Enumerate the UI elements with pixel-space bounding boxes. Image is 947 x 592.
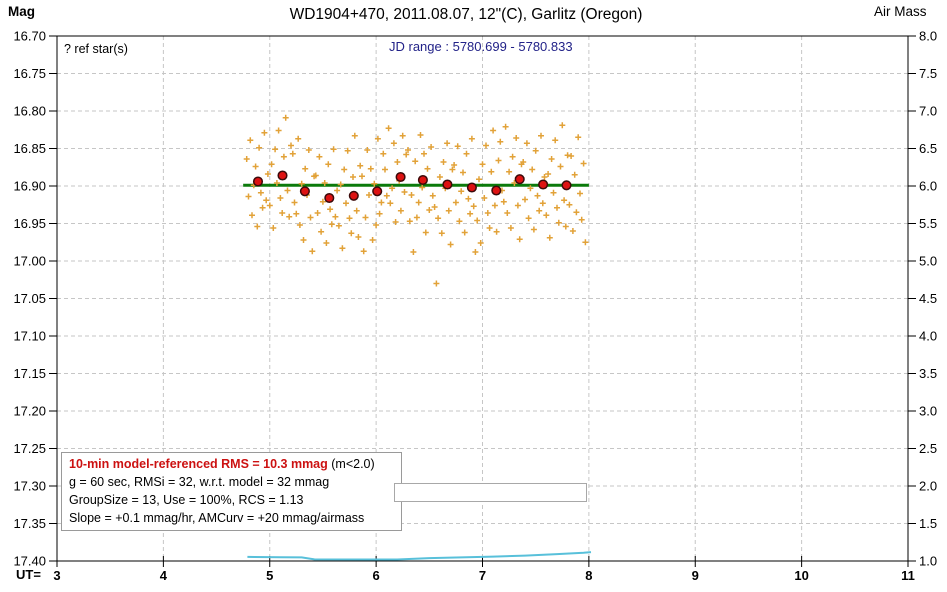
binned-point xyxy=(372,186,383,197)
airmass-tick-label: 8.0 xyxy=(919,29,937,44)
binned-point xyxy=(538,179,549,190)
airmass-tick-label: 1.0 xyxy=(919,554,937,569)
mag-tick-label: 16.80 xyxy=(13,104,46,119)
ut-tick-label: 4 xyxy=(160,568,168,583)
airmass-tick-label: 2.5 xyxy=(919,441,937,456)
stats-line-groupsize: GroupSize = 13, Use = 100%, RCS = 1.13 xyxy=(69,493,304,507)
mag-tick-label: 16.90 xyxy=(13,179,46,194)
airmass-tick-label: 7.0 xyxy=(919,104,937,119)
binned-point xyxy=(417,174,428,186)
airmass-tick-label: 5.5 xyxy=(919,216,937,231)
ut-tick-label: 11 xyxy=(901,568,915,583)
statistics-box: 10-min model-referenced RMS = 10.3 mmag … xyxy=(61,452,402,531)
stats-line-slope: Slope = +0.1 mmag/hr, AMCurv = +20 mmag/… xyxy=(69,511,365,525)
binned-point xyxy=(348,190,359,201)
mag-tick-label: 17.05 xyxy=(13,291,46,306)
stats-line-exposure: g = 60 sec, RMSi = 32, w.r.t. model = 32… xyxy=(69,475,330,489)
mag-tick-label: 16.75 xyxy=(13,66,46,81)
airmass-tick-label: 3.5 xyxy=(919,366,937,381)
ut-axis-prefix: UT= xyxy=(16,567,41,582)
airmass-axis-title: Air Mass xyxy=(874,4,927,19)
binned-point xyxy=(324,192,335,204)
plot-border xyxy=(56,35,909,562)
mag-tick-label: 17.00 xyxy=(13,254,46,269)
stats-line-rms: 10-min model-referenced RMS = 10.3 mmag … xyxy=(69,455,401,473)
mag-tick-label: 17.10 xyxy=(13,329,46,344)
airmass-tick-label: 4.5 xyxy=(919,291,937,306)
ut-tick-label: 8 xyxy=(585,568,592,583)
airmass-tick-label: 5.0 xyxy=(919,254,937,269)
binned-point xyxy=(466,182,477,193)
airmass-tick-label: 6.0 xyxy=(919,179,937,194)
binned-point xyxy=(252,176,264,187)
airmass-tick-label: 6.5 xyxy=(919,141,937,156)
binned-point xyxy=(299,186,310,197)
binned-point xyxy=(514,174,525,185)
ref-star-text: ? ref star(s) xyxy=(64,42,128,56)
binned-point xyxy=(491,185,502,196)
airmass-tick-label: 1.5 xyxy=(919,516,937,531)
scatter-points xyxy=(243,114,589,287)
airmass-curve xyxy=(247,551,592,561)
mag-tick-label: 17.25 xyxy=(13,441,46,456)
airmass-tick-label: 4.0 xyxy=(919,329,937,344)
ut-tick-label: 5 xyxy=(266,568,273,583)
mag-tick-label: 17.40 xyxy=(13,554,46,569)
binned-point xyxy=(561,180,572,191)
ut-tick-label: 10 xyxy=(794,568,808,583)
mag-axis-title: Mag xyxy=(8,4,35,19)
ut-tick-label: 9 xyxy=(692,568,699,583)
ut-tick-label: 7 xyxy=(479,568,486,583)
mag-tick-label: 17.30 xyxy=(13,479,46,494)
binned-point xyxy=(442,179,453,190)
airmass-tick-label: 3.0 xyxy=(919,404,937,419)
empty-legend-box xyxy=(394,483,587,502)
mag-tick-label: 17.35 xyxy=(13,516,46,531)
stats-rms-value: 10-min model-referenced RMS = 10.3 mmag xyxy=(69,457,328,471)
binned-point xyxy=(277,170,288,181)
jd-range-text: JD range : 5780.699 - 5780.833 xyxy=(389,39,573,54)
mag-tick-label: 17.15 xyxy=(13,366,46,381)
stats-rms-condition: (m<2.0) xyxy=(327,457,375,471)
mag-tick-label: 16.95 xyxy=(13,216,46,231)
ut-tick-label: 6 xyxy=(373,568,380,583)
ut-tick-label: 3 xyxy=(53,568,60,583)
mag-tick-label: 16.70 xyxy=(13,29,46,44)
mag-tick-label: 17.20 xyxy=(13,404,46,419)
binned-point xyxy=(395,171,406,183)
airmass-tick-label: 7.5 xyxy=(919,66,937,81)
page-title: WD1904+470, 2011.08.07, 12"(C), Garlitz … xyxy=(289,6,643,23)
mag-tick-label: 16.85 xyxy=(13,141,46,156)
airmass-tick-label: 2.0 xyxy=(919,479,937,494)
